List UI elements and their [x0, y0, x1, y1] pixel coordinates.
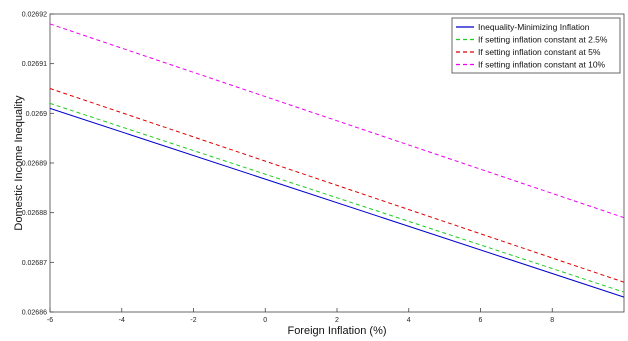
x-tick-label: 8	[550, 317, 554, 324]
x-tick-label: -4	[119, 317, 125, 324]
y-tick-label: 0.02686	[22, 310, 47, 317]
legend-entry-3: If setting inflation constant at 5%	[478, 47, 601, 57]
legend-entry-4: If setting inflation constant at 10%	[478, 60, 606, 70]
x-tick-label: 2	[335, 317, 339, 324]
y-tick-label: 0.0269	[26, 111, 48, 118]
series-line-3	[49, 88, 625, 283]
x-tick-label: 0	[263, 317, 267, 324]
series-lines	[49, 23, 625, 298]
y-tick-label: 0.02691	[22, 61, 47, 68]
legend-box	[451, 17, 621, 74]
series-line-4	[49, 23, 625, 219]
x-axis-label: Foreign Inflation (%)	[287, 325, 386, 337]
y-tick-label: 0.02689	[22, 161, 47, 168]
y-tick-label: 0.02688	[22, 210, 47, 217]
legend-entry-1: Inequality-Minimizing Inflation	[478, 22, 590, 32]
y-axis-ticks: 0.02686 0.02687 0.02688 0.02689 0.0269 0.0269…	[22, 12, 54, 317]
x-tick-label: -6	[47, 317, 53, 324]
y-tick-label: 0.02692	[22, 12, 47, 19]
series-line-1	[49, 107, 625, 298]
y-axis-label: Domestic Income Inequality	[13, 95, 25, 231]
x-tick-label: 6	[479, 317, 483, 324]
x-tick-label: -2	[190, 317, 196, 324]
legend: Inequality-Minimizing Inflation If settin…	[451, 17, 621, 74]
legend-entry-2: If setting inflation constant at 2.5%	[478, 35, 608, 45]
y-tick-label: 0.02687	[22, 260, 47, 267]
x-tick-label: 4	[407, 317, 411, 324]
x-axis-ticks: -6 -4 -2 0 2 4 6 8	[47, 308, 554, 324]
series-line-2	[49, 102, 625, 293]
